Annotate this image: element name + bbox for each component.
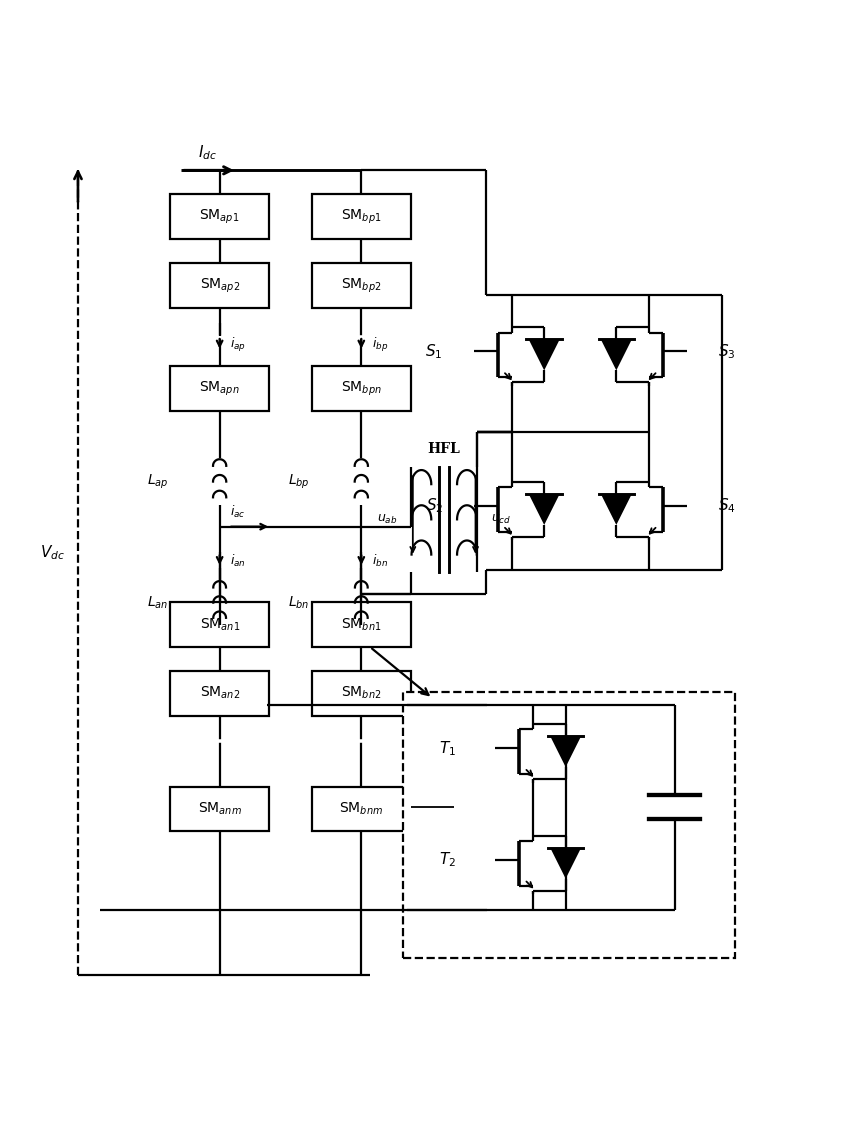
Text: $i_{ap}$: $i_{ap}$ — [230, 335, 246, 353]
Polygon shape — [601, 340, 632, 370]
Bar — [312, 263, 411, 307]
Text: $i_{bn}$: $i_{bn}$ — [372, 553, 388, 569]
Bar — [312, 787, 411, 831]
Polygon shape — [529, 340, 560, 370]
Polygon shape — [550, 736, 581, 767]
Text: $u_{ab}$: $u_{ab}$ — [377, 513, 397, 526]
Text: $\mathrm{SM}_{bn2}$: $\mathrm{SM}_{bn2}$ — [341, 686, 382, 701]
Text: $\mathrm{SM}_{apn}$: $\mathrm{SM}_{apn}$ — [200, 379, 240, 397]
Bar — [312, 671, 411, 716]
Bar — [312, 366, 411, 411]
Text: $S_3$: $S_3$ — [717, 342, 735, 361]
Text: $L_{bn}$: $L_{bn}$ — [288, 595, 310, 610]
Text: $S_2$: $S_2$ — [426, 497, 443, 515]
Text: $i_{ac}$: $i_{ac}$ — [230, 504, 245, 519]
Text: $S_1$: $S_1$ — [426, 342, 443, 361]
Text: $\mathrm{SM}_{an2}$: $\mathrm{SM}_{an2}$ — [200, 686, 240, 701]
Bar — [170, 787, 269, 831]
Text: $i_{bp}$: $i_{bp}$ — [372, 335, 388, 353]
Text: $\mathrm{SM}_{bnm}$: $\mathrm{SM}_{bnm}$ — [340, 801, 384, 817]
Bar — [170, 671, 269, 716]
Bar — [312, 194, 411, 239]
Text: $T_2$: $T_2$ — [439, 850, 456, 870]
Bar — [170, 194, 269, 239]
Text: $L_{an}$: $L_{an}$ — [147, 595, 168, 610]
Bar — [312, 603, 411, 647]
Text: $\mathrm{SM}_{ap2}$: $\mathrm{SM}_{ap2}$ — [200, 276, 240, 295]
Text: $L_{ap}$: $L_{ap}$ — [147, 472, 168, 490]
Text: $T_1$: $T_1$ — [439, 738, 456, 757]
Polygon shape — [550, 848, 581, 879]
Text: $\mathrm{SM}_{bn1}$: $\mathrm{SM}_{bn1}$ — [341, 616, 382, 633]
Text: $u_{cd}$: $u_{cd}$ — [491, 513, 512, 526]
Text: $V_{dc}$: $V_{dc}$ — [40, 543, 65, 562]
Text: $\mathrm{SM}_{anm}$: $\mathrm{SM}_{anm}$ — [198, 801, 242, 817]
Polygon shape — [529, 494, 560, 525]
Text: $S_4$: $S_4$ — [717, 497, 735, 515]
Polygon shape — [601, 494, 632, 525]
Bar — [402, 691, 734, 958]
Text: $L_{bp}$: $L_{bp}$ — [288, 472, 310, 490]
Text: $\mathrm{SM}_{ap1}$: $\mathrm{SM}_{ap1}$ — [200, 208, 240, 226]
Text: $\mathrm{SM}_{bp2}$: $\mathrm{SM}_{bp2}$ — [341, 276, 382, 295]
Text: $\mathrm{SM}_{bpn}$: $\mathrm{SM}_{bpn}$ — [341, 379, 382, 397]
Text: $\mathrm{SM}_{an1}$: $\mathrm{SM}_{an1}$ — [200, 616, 240, 633]
Text: $\mathrm{SM}_{bp1}$: $\mathrm{SM}_{bp1}$ — [341, 208, 382, 226]
Bar — [170, 603, 269, 647]
Bar — [170, 263, 269, 307]
Text: $i_{an}$: $i_{an}$ — [230, 553, 246, 569]
Text: HFL: HFL — [427, 442, 461, 457]
Bar — [170, 366, 269, 411]
Text: $I_{dc}$: $I_{dc}$ — [198, 142, 218, 162]
